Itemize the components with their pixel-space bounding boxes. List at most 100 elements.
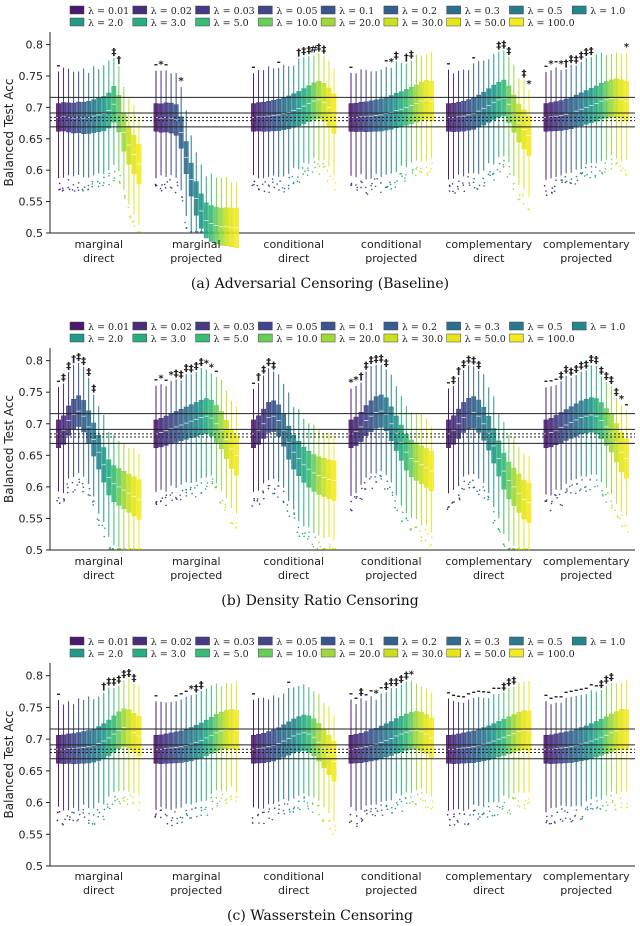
outlier-point: [400, 172, 403, 175]
legend-label: λ = 0.01: [88, 322, 129, 333]
outlier-point: [74, 489, 76, 491]
significance-marker: -: [559, 692, 563, 703]
significance-marker: -: [384, 56, 388, 67]
outlier-point: [487, 496, 490, 499]
significance-marker: ‡: [174, 368, 179, 379]
outlier-point: [453, 813, 455, 815]
legend-swatch: [69, 321, 85, 331]
outlier-point: [283, 812, 286, 815]
outlier-point: [401, 175, 403, 177]
outlier-point: [626, 803, 628, 805]
legend-label: λ = 0.02: [151, 322, 192, 333]
outlier-point: [496, 168, 499, 171]
significance-marker: ‡: [511, 676, 516, 687]
legend-swatch: [132, 648, 148, 658]
outlier-point: [545, 500, 548, 503]
outlier-point: [273, 186, 276, 189]
outlier-point: [431, 806, 434, 809]
significance-marker: ‡: [194, 683, 199, 694]
outlier-point: [155, 813, 157, 815]
legend-swatch: [446, 636, 461, 646]
outlier-point: [131, 220, 134, 223]
outlier-point: [307, 535, 310, 538]
outlier-point: [355, 184, 357, 186]
outlier-point: [487, 805, 490, 808]
outlier-point: [67, 186, 69, 189]
outlier-point: [425, 166, 428, 168]
outlier-point: [566, 811, 569, 814]
significance-marker: -: [594, 681, 598, 692]
outlier-point: [350, 182, 353, 185]
outlier-point: [98, 811, 101, 814]
outlier-point: [77, 186, 79, 189]
outlier-point: [385, 805, 388, 808]
significance-marker: -: [549, 693, 553, 704]
outlier-point: [589, 488, 591, 491]
outlier-point: [174, 191, 177, 194]
outlier-point: [323, 819, 325, 822]
legend-label: λ = 30.0: [402, 334, 443, 345]
outlier-point: [104, 527, 106, 529]
outlier-point: [355, 497, 357, 499]
outlier-point: [371, 813, 374, 816]
outlier-point: [206, 230, 209, 233]
outlier-point: [364, 488, 367, 490]
legend-swatch: [132, 5, 148, 15]
significance-marker: *: [348, 378, 354, 389]
outlier-point: [165, 504, 167, 507]
significance-marker: ‡: [451, 375, 456, 386]
group-label-line1: conditional: [361, 555, 422, 568]
outlier-point: [512, 182, 515, 185]
outlier-point: [253, 497, 255, 500]
outlier-point: [467, 823, 469, 826]
outlier-point: [360, 487, 363, 490]
outlier-point: [274, 488, 276, 490]
outlier-point: [72, 183, 75, 186]
outlier-point: [56, 819, 59, 822]
outlier-point: [420, 171, 423, 174]
legend-label: λ = 0.2: [402, 637, 437, 648]
legend-label: λ = 0.1: [339, 322, 374, 333]
outlier-point: [127, 206, 130, 209]
outlier-point: [119, 182, 121, 184]
outlier-point: [121, 797, 124, 800]
outlier-point: [373, 178, 376, 180]
outlier-point: [492, 172, 495, 175]
outlier-point: [522, 547, 525, 550]
outlier-point: [482, 177, 484, 180]
legend-swatch: [132, 321, 148, 331]
outlier-point: [297, 176, 299, 178]
legend-label: λ = 2.0: [88, 649, 123, 660]
outlier-point: [298, 181, 301, 183]
y-tick-label: 0.7: [26, 733, 44, 746]
outlier-point: [457, 188, 459, 190]
outlier-point: [261, 183, 264, 186]
legend-swatch: [195, 17, 210, 27]
outlier-point: [585, 490, 587, 493]
legend-swatch: [258, 636, 273, 646]
outlier-point: [267, 810, 270, 813]
outlier-point: [464, 823, 466, 825]
legend-swatch: [509, 636, 524, 646]
outlier-point: [584, 808, 587, 810]
significance-marker: ‡: [584, 359, 589, 370]
significance-marker: ‡: [399, 674, 404, 685]
group-label-line1: complementary: [445, 555, 532, 568]
outlier-point: [251, 184, 254, 187]
outlier-point: [363, 481, 366, 484]
outlier-point: [610, 794, 612, 797]
outlier-point: [176, 184, 179, 187]
outlier-point: [191, 492, 193, 495]
outlier-point: [590, 807, 592, 810]
outlier-point: [297, 807, 299, 809]
outlier-point: [196, 230, 199, 233]
outlier-point: [83, 186, 86, 188]
outlier-point: [458, 494, 460, 496]
outlier-point: [594, 485, 596, 488]
outlier-point: [282, 490, 285, 493]
outlier-point: [615, 163, 617, 165]
significance-marker: ‡: [271, 360, 276, 371]
outlier-point: [64, 818, 66, 821]
outlier-point: [611, 800, 614, 802]
outlier-point: [474, 809, 476, 812]
